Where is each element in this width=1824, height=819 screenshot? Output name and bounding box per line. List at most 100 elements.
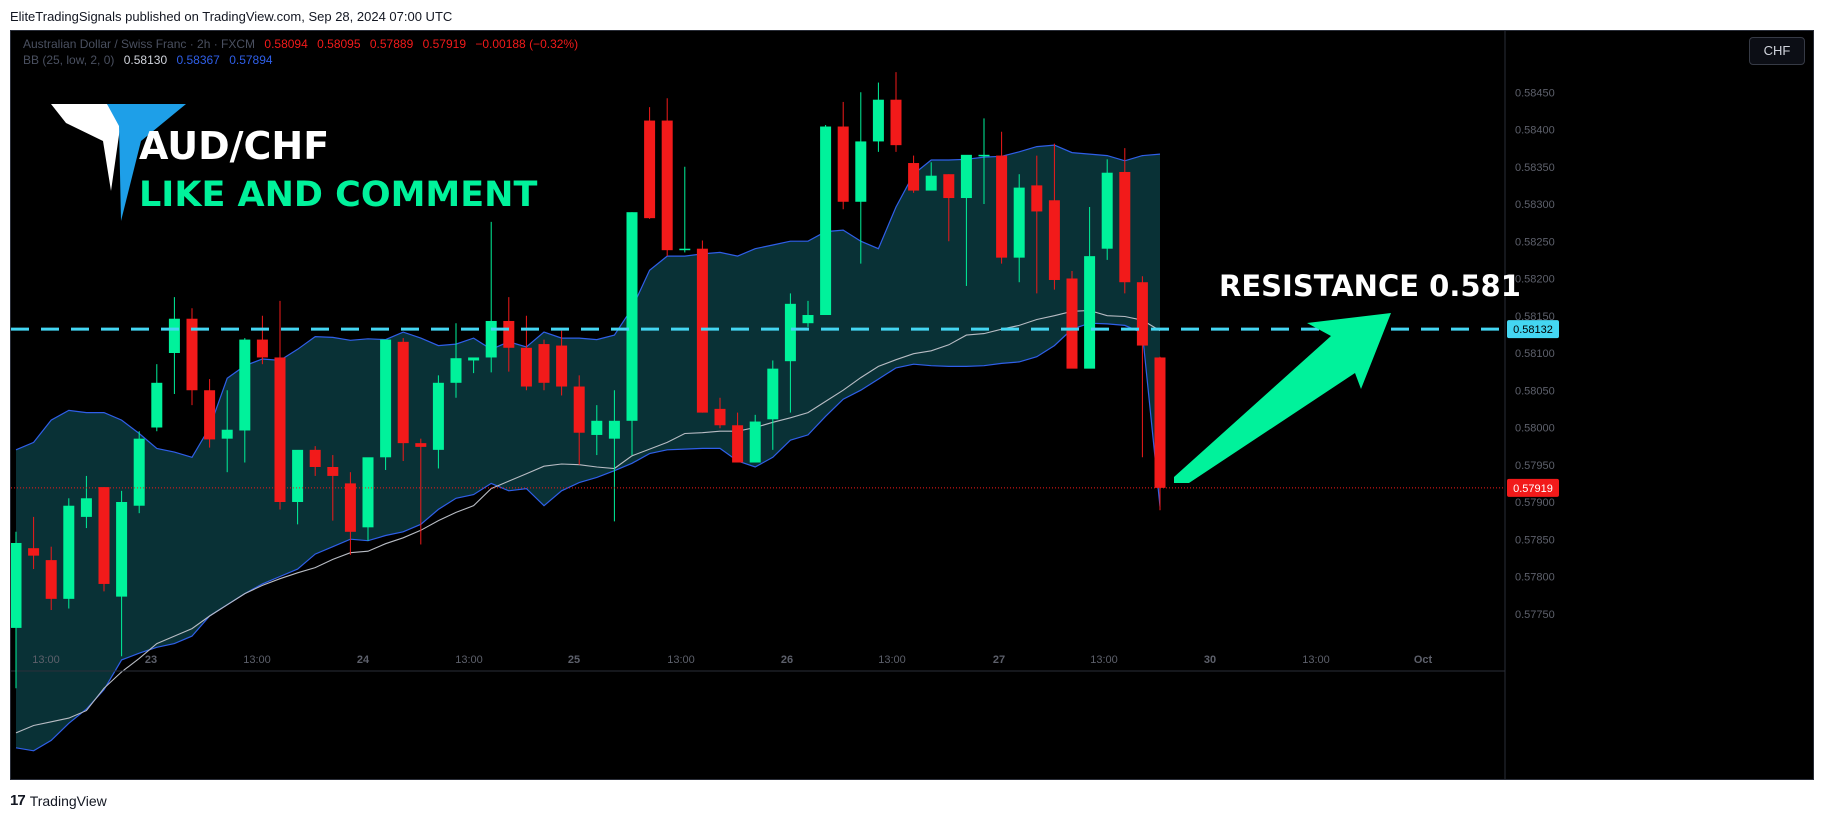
symbol-name: Australian Dollar / Swiss Franc · 2h · F…: [23, 37, 256, 51]
last-price-label: 0.57919: [1513, 483, 1553, 495]
y-tick-label: 0.58150: [1515, 311, 1555, 323]
publish-caption: EliteTradingSignals published on Trading…: [10, 9, 453, 24]
x-tick-label: 13:00: [667, 654, 695, 666]
candle-body: [679, 248, 691, 251]
candle-body: [732, 425, 744, 463]
bollinger-band-fill: [16, 145, 1160, 751]
x-tick-label: 24: [357, 654, 370, 666]
x-tick-label: 13:00: [878, 654, 906, 666]
candle-body: [98, 487, 110, 584]
brand-logo-accent-icon: [107, 104, 186, 221]
x-tick-label: 13:00: [455, 654, 483, 666]
candle-body: [450, 358, 462, 383]
candle-body: [573, 386, 585, 433]
candle-body: [344, 483, 356, 532]
y-tick-label: 0.58400: [1515, 125, 1555, 137]
y-tick-label: 0.58250: [1515, 236, 1555, 248]
x-tick-label: 30: [1204, 654, 1216, 666]
tradingview-footer[interactable]: 17 TradingView: [10, 792, 107, 809]
resistance-price-tag: [1507, 320, 1559, 339]
candle-body: [1048, 200, 1060, 280]
candle-body: [1066, 278, 1078, 369]
candle-body: [116, 502, 128, 597]
x-tick-label: 23: [145, 654, 157, 666]
candle-body: [274, 357, 286, 502]
y-tick-label: 0.57850: [1515, 534, 1555, 546]
candle-body: [784, 303, 796, 362]
ohlc-close: 0.57919: [422, 37, 466, 51]
candle-body: [714, 408, 726, 426]
x-tick-label: 13:00: [243, 654, 271, 666]
candle-body: [1154, 357, 1166, 488]
y-tick-label: 0.58050: [1515, 385, 1555, 397]
candle-body: [996, 155, 1008, 258]
candle-body: [556, 345, 568, 387]
y-tick-label: 0.57800: [1515, 572, 1555, 584]
candle-body: [485, 320, 497, 358]
ohlc-open: 0.58094: [264, 37, 308, 51]
candle-body: [644, 120, 656, 219]
candle-body: [204, 390, 216, 440]
tradingview-logo-icon: 17: [10, 792, 26, 809]
candle-body: [749, 421, 761, 463]
candle-body: [380, 339, 392, 458]
brand-logo-icon: [51, 104, 121, 191]
resistance-label: RESISTANCE 0.581: [1219, 269, 1521, 303]
candle-body: [397, 341, 409, 444]
y-tick-label: 0.57750: [1515, 609, 1555, 621]
bb-basis: 0.58130: [123, 53, 168, 67]
candle-body: [362, 457, 374, 528]
resistance-price-label: 0.58132: [1513, 324, 1553, 336]
candle-body: [908, 163, 920, 191]
x-tick-label: 13:00: [32, 654, 60, 666]
y-tick-label: 0.58350: [1515, 162, 1555, 174]
bollinger-lower-line: [15, 322, 1161, 752]
candle-body: [415, 443, 427, 447]
bb-label: BB (25, low, 2, 0): [23, 53, 115, 67]
up-arrow-icon: [1174, 313, 1391, 483]
ohlc-change: −0.00188 (−0.32%): [475, 37, 579, 51]
currency-button[interactable]: CHF: [1749, 37, 1805, 65]
candle-body: [1119, 171, 1131, 283]
candle-body: [626, 212, 638, 421]
candle-body: [538, 344, 550, 383]
candle-body: [661, 120, 673, 251]
candle-body: [503, 320, 515, 348]
candle-body: [820, 126, 832, 316]
price-axis-panel: [1505, 31, 1813, 779]
candle-body: [608, 420, 620, 439]
candle-body: [1084, 256, 1096, 369]
candle-body: [1013, 187, 1025, 258]
y-tick-label: 0.58000: [1515, 423, 1555, 435]
candle-body: [221, 429, 233, 439]
candle-body: [960, 154, 972, 199]
candle-body: [11, 542, 22, 628]
candle-body: [978, 154, 990, 157]
last-price-tag: [1507, 478, 1559, 497]
candle-body: [520, 347, 532, 387]
candle-body: [63, 505, 75, 599]
y-tick-label: 0.57900: [1515, 497, 1555, 509]
x-tick-label: 13:00: [1302, 654, 1330, 666]
candle-body: [432, 382, 444, 450]
candlestick-chart[interactable]: 0.58450 0.58400 0.58350 0.58300 0.58250 0.582…: [11, 31, 1814, 780]
candle-body: [1136, 282, 1148, 346]
candle-body: [186, 318, 198, 391]
candle-body: [925, 175, 937, 191]
tradingview-brand: TradingView: [29, 792, 107, 809]
candle-body: [943, 174, 955, 199]
cta-text: LIKE AND COMMENT: [139, 175, 537, 215]
candle-body: [28, 548, 40, 556]
candle-body: [591, 420, 603, 435]
chart-panel[interactable]: 0.58450 0.58400 0.58350 0.58300 0.58250 0.582…: [10, 30, 1814, 780]
candle-body: [872, 99, 884, 142]
x-tick-label: 27: [993, 654, 1005, 666]
candle-body: [151, 382, 163, 428]
bb-legend: BB (25, low, 2, 0) 0.58130 0.58367 0.578…: [23, 53, 279, 67]
candle-body: [767, 368, 779, 420]
y-tick-label: 0.57950: [1515, 460, 1555, 472]
candle-body: [1101, 172, 1113, 249]
candle-body: [802, 315, 814, 324]
x-tick-label: 13:00: [1090, 654, 1118, 666]
x-tick-label: 25: [568, 654, 580, 666]
